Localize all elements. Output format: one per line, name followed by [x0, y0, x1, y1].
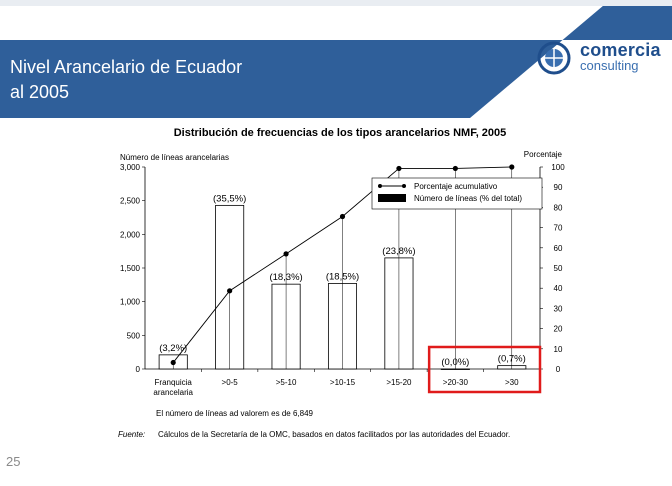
bar-label-1: (35,5%) [213, 193, 246, 204]
bar-label-5: (0,0%) [441, 357, 469, 368]
legend-line-label: Porcentaje acumulativo [414, 182, 498, 191]
bar-5 [440, 368, 470, 370]
bar-label-2: (18,3%) [269, 272, 302, 283]
x-tick-label-3: >10-15 [330, 378, 356, 387]
legend-box [371, 177, 543, 210]
y-right-tick-label: 70 [554, 224, 563, 233]
x-tick-label-0: arancelaria [153, 388, 193, 397]
y-right-tick-label: 60 [554, 244, 563, 253]
source-label: Fuente: [118, 430, 146, 439]
header-banner [0, 0, 672, 118]
bar-label-0: (3,2%) [159, 343, 187, 354]
x-tick-label-0: Franquicia [155, 378, 193, 387]
slide-title-line1: Nivel Arancelario de Ecuador [10, 57, 243, 77]
y-right-tick-label: 0 [556, 365, 561, 374]
legend-line-marker-right [402, 184, 406, 188]
chart-legend: Porcentaje acumulativo Número de líneas … [371, 177, 543, 210]
x-tick-label-2: >5-10 [276, 378, 297, 387]
chart-axes: 0 500 1,000 1,500 2,000 2,500 3,000 0 10 20 30 40 50… [120, 163, 565, 374]
y-right-tick-label: 30 [554, 304, 563, 313]
y-right-tick-label: 90 [554, 183, 563, 192]
x-tick-label-4: >15-20 [386, 378, 412, 387]
y-left-tick-label: 2,500 [120, 197, 141, 206]
bar-label-4: (23,8%) [382, 246, 415, 257]
y-right-tick-label: 50 [554, 264, 563, 273]
cumulative-line [170, 164, 515, 369]
legend-line-marker-left [378, 184, 382, 188]
globe-icon [537, 41, 571, 75]
x-tick-label-5: >20-30 [443, 378, 469, 387]
cumulative-point-3 [339, 213, 346, 220]
y-left-tick-label: 3,000 [120, 163, 141, 172]
slide-header: Nivel Arancelario de Ecuador al 2005 com… [0, 0, 672, 126]
logo-sub: consulting [580, 58, 639, 73]
page-number: 25 [6, 454, 21, 469]
y-left-tick-label: 0 [136, 365, 141, 374]
slide-title: Nivel Arancelario de Ecuador al 2005 [10, 55, 242, 105]
legend-bar-label: Número de líneas (% del total) [414, 194, 522, 203]
footnote: El número de líneas ad valorem es de 6,8… [156, 409, 313, 418]
y-right-tick-label: 100 [551, 163, 565, 172]
y-right-tick-label: 20 [554, 325, 563, 334]
source-text: Cálculos de la Secretaría de la OMC, bas… [158, 430, 511, 439]
cumulative-point-2 [283, 251, 289, 257]
y-right-axis-label: Porcentaje [524, 150, 563, 159]
y-right-tick-label: 10 [554, 345, 563, 354]
y-right-tick-label: 80 [554, 203, 563, 212]
comercia-logo: comercia consulting [536, 40, 666, 80]
logo-word: comercia [580, 40, 661, 60]
y-left-tick-label: 2,000 [120, 230, 141, 239]
highlight-box [427, 345, 542, 394]
y-right-tick-label: 40 [554, 284, 563, 293]
y-left-tick-label: 500 [127, 331, 141, 340]
y-left-tick-label: 1,500 [120, 264, 141, 273]
y-left-tick-label: 1,000 [120, 298, 141, 307]
slide-title-line2: al 2005 [10, 82, 70, 102]
header-top-strip [0, 0, 672, 6]
x-tick-label-1: >0-5 [222, 378, 239, 387]
bar-label-3: (18,5%) [326, 271, 359, 282]
x-tick-label-6: >30 [505, 378, 519, 387]
y-left-axis-label: Número de líneas arancelarias [120, 153, 229, 162]
bar-label-6: (0,7%) [498, 354, 526, 365]
header-blue-band [0, 0, 672, 118]
chart-title: Distribución de frecuencias de los tipos… [174, 127, 507, 139]
legend-bar-swatch [378, 194, 406, 202]
